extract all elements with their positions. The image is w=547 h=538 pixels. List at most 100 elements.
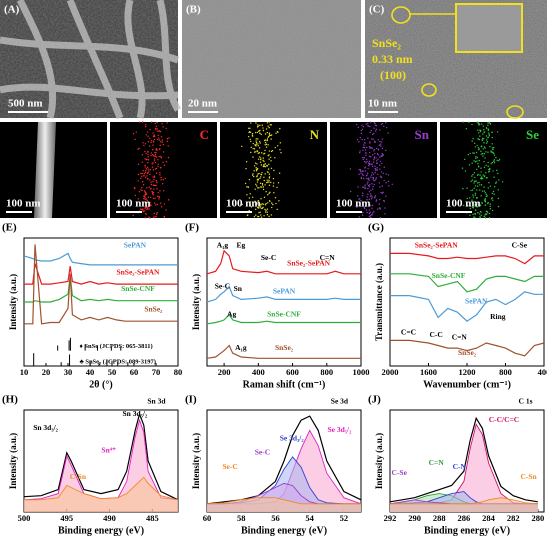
element-dot [483, 129, 485, 131]
element-dot [488, 182, 490, 184]
element-dot [485, 164, 487, 166]
element-dot [133, 186, 136, 189]
x-tick-label: 500 [18, 513, 31, 523]
element-dot [379, 175, 381, 177]
element-dot [370, 130, 372, 132]
element-dot [160, 206, 163, 208]
element-dot [249, 138, 251, 141]
reference-label: ♦ SnSe (JCPDS: 065-3811) [79, 343, 152, 350]
element-dot [157, 130, 159, 133]
series-label: Se-C [255, 448, 270, 457]
element-dot [369, 121, 372, 123]
element-dot [153, 138, 156, 141]
element-dot [496, 131, 499, 133]
element-dot [374, 165, 376, 167]
element-dot [272, 177, 275, 180]
element-dot [370, 174, 373, 176]
element-dot [481, 139, 484, 142]
element-dot [264, 184, 266, 186]
annotation: Sn 3d₃/₂ [33, 423, 58, 432]
element-dot [474, 216, 476, 218]
element-dot [374, 167, 377, 170]
element-dot [245, 161, 248, 163]
panel-label: (H) [2, 394, 18, 406]
element-dot [256, 126, 259, 128]
element-dot [249, 193, 251, 195]
x-tick-label: 80 [174, 367, 183, 377]
element-dot [156, 128, 158, 130]
element-dot [374, 130, 377, 132]
element-dot [152, 197, 155, 199]
element-dot [144, 125, 147, 128]
series-line [389, 416, 538, 503]
element-dot [370, 176, 372, 178]
element-dot [483, 215, 485, 218]
element-dot [361, 170, 363, 173]
element-dot [367, 137, 369, 139]
series-label: C=N [429, 458, 445, 467]
element-dot [145, 168, 148, 170]
element-dot [154, 151, 156, 154]
element-dot [492, 199, 494, 201]
element-dot [255, 169, 258, 171]
element-dot [476, 197, 478, 199]
element-dot [255, 122, 257, 124]
element-label: N [310, 127, 320, 142]
element-dot [465, 128, 468, 130]
element-dot [485, 193, 487, 196]
element-dot [255, 145, 257, 147]
element-dot [245, 167, 247, 170]
element-dot [368, 215, 371, 218]
element-dot [349, 168, 352, 170]
element-dot [153, 178, 155, 181]
element-dot [249, 204, 252, 206]
element-dot [360, 199, 362, 202]
element-dot [147, 159, 150, 161]
element-dot [150, 188, 152, 190]
element-dot [490, 150, 492, 152]
series-label: SnSe₂ [275, 343, 294, 352]
element-dot [149, 173, 151, 176]
element-dot [380, 145, 382, 147]
element-dot [377, 173, 379, 175]
element-dot [479, 174, 481, 176]
element-dot [368, 145, 371, 148]
element-dot [360, 129, 363, 132]
element-dot [162, 143, 165, 146]
element-dot [471, 123, 473, 126]
element-dot [355, 204, 358, 206]
element-dot [146, 175, 148, 177]
element-dot [484, 147, 486, 149]
element-dot [268, 133, 271, 135]
element-dot [145, 158, 148, 161]
element-dot [476, 144, 478, 147]
element-dot [251, 132, 254, 135]
element-dot [474, 194, 477, 196]
element-dot [143, 144, 145, 147]
element-dot [160, 179, 162, 181]
element-dot [478, 148, 480, 150]
element-dot [362, 202, 365, 204]
annotation: Sn 3d [147, 397, 166, 406]
element-dot [279, 149, 281, 151]
x-tick-label: 58 [237, 513, 246, 523]
element-dot [485, 142, 488, 144]
element-dot [158, 198, 160, 200]
element-dot [491, 131, 493, 134]
element-dot [481, 137, 484, 140]
element-dot [373, 211, 375, 213]
element-dot [376, 169, 378, 171]
element-dot [268, 121, 270, 123]
panel-label: (G) [368, 222, 384, 234]
element-dot [268, 132, 271, 134]
element-dot [474, 161, 477, 163]
element-dot [267, 202, 269, 204]
element-dot [248, 127, 250, 130]
element-dot [371, 207, 373, 209]
x-tick-label: 490 [103, 513, 116, 523]
x-tick-label: 800 [320, 367, 333, 377]
element-dot [489, 123, 492, 125]
panel-label: (A) [4, 4, 20, 16]
element-dot [158, 139, 161, 141]
element-dot [153, 134, 155, 136]
